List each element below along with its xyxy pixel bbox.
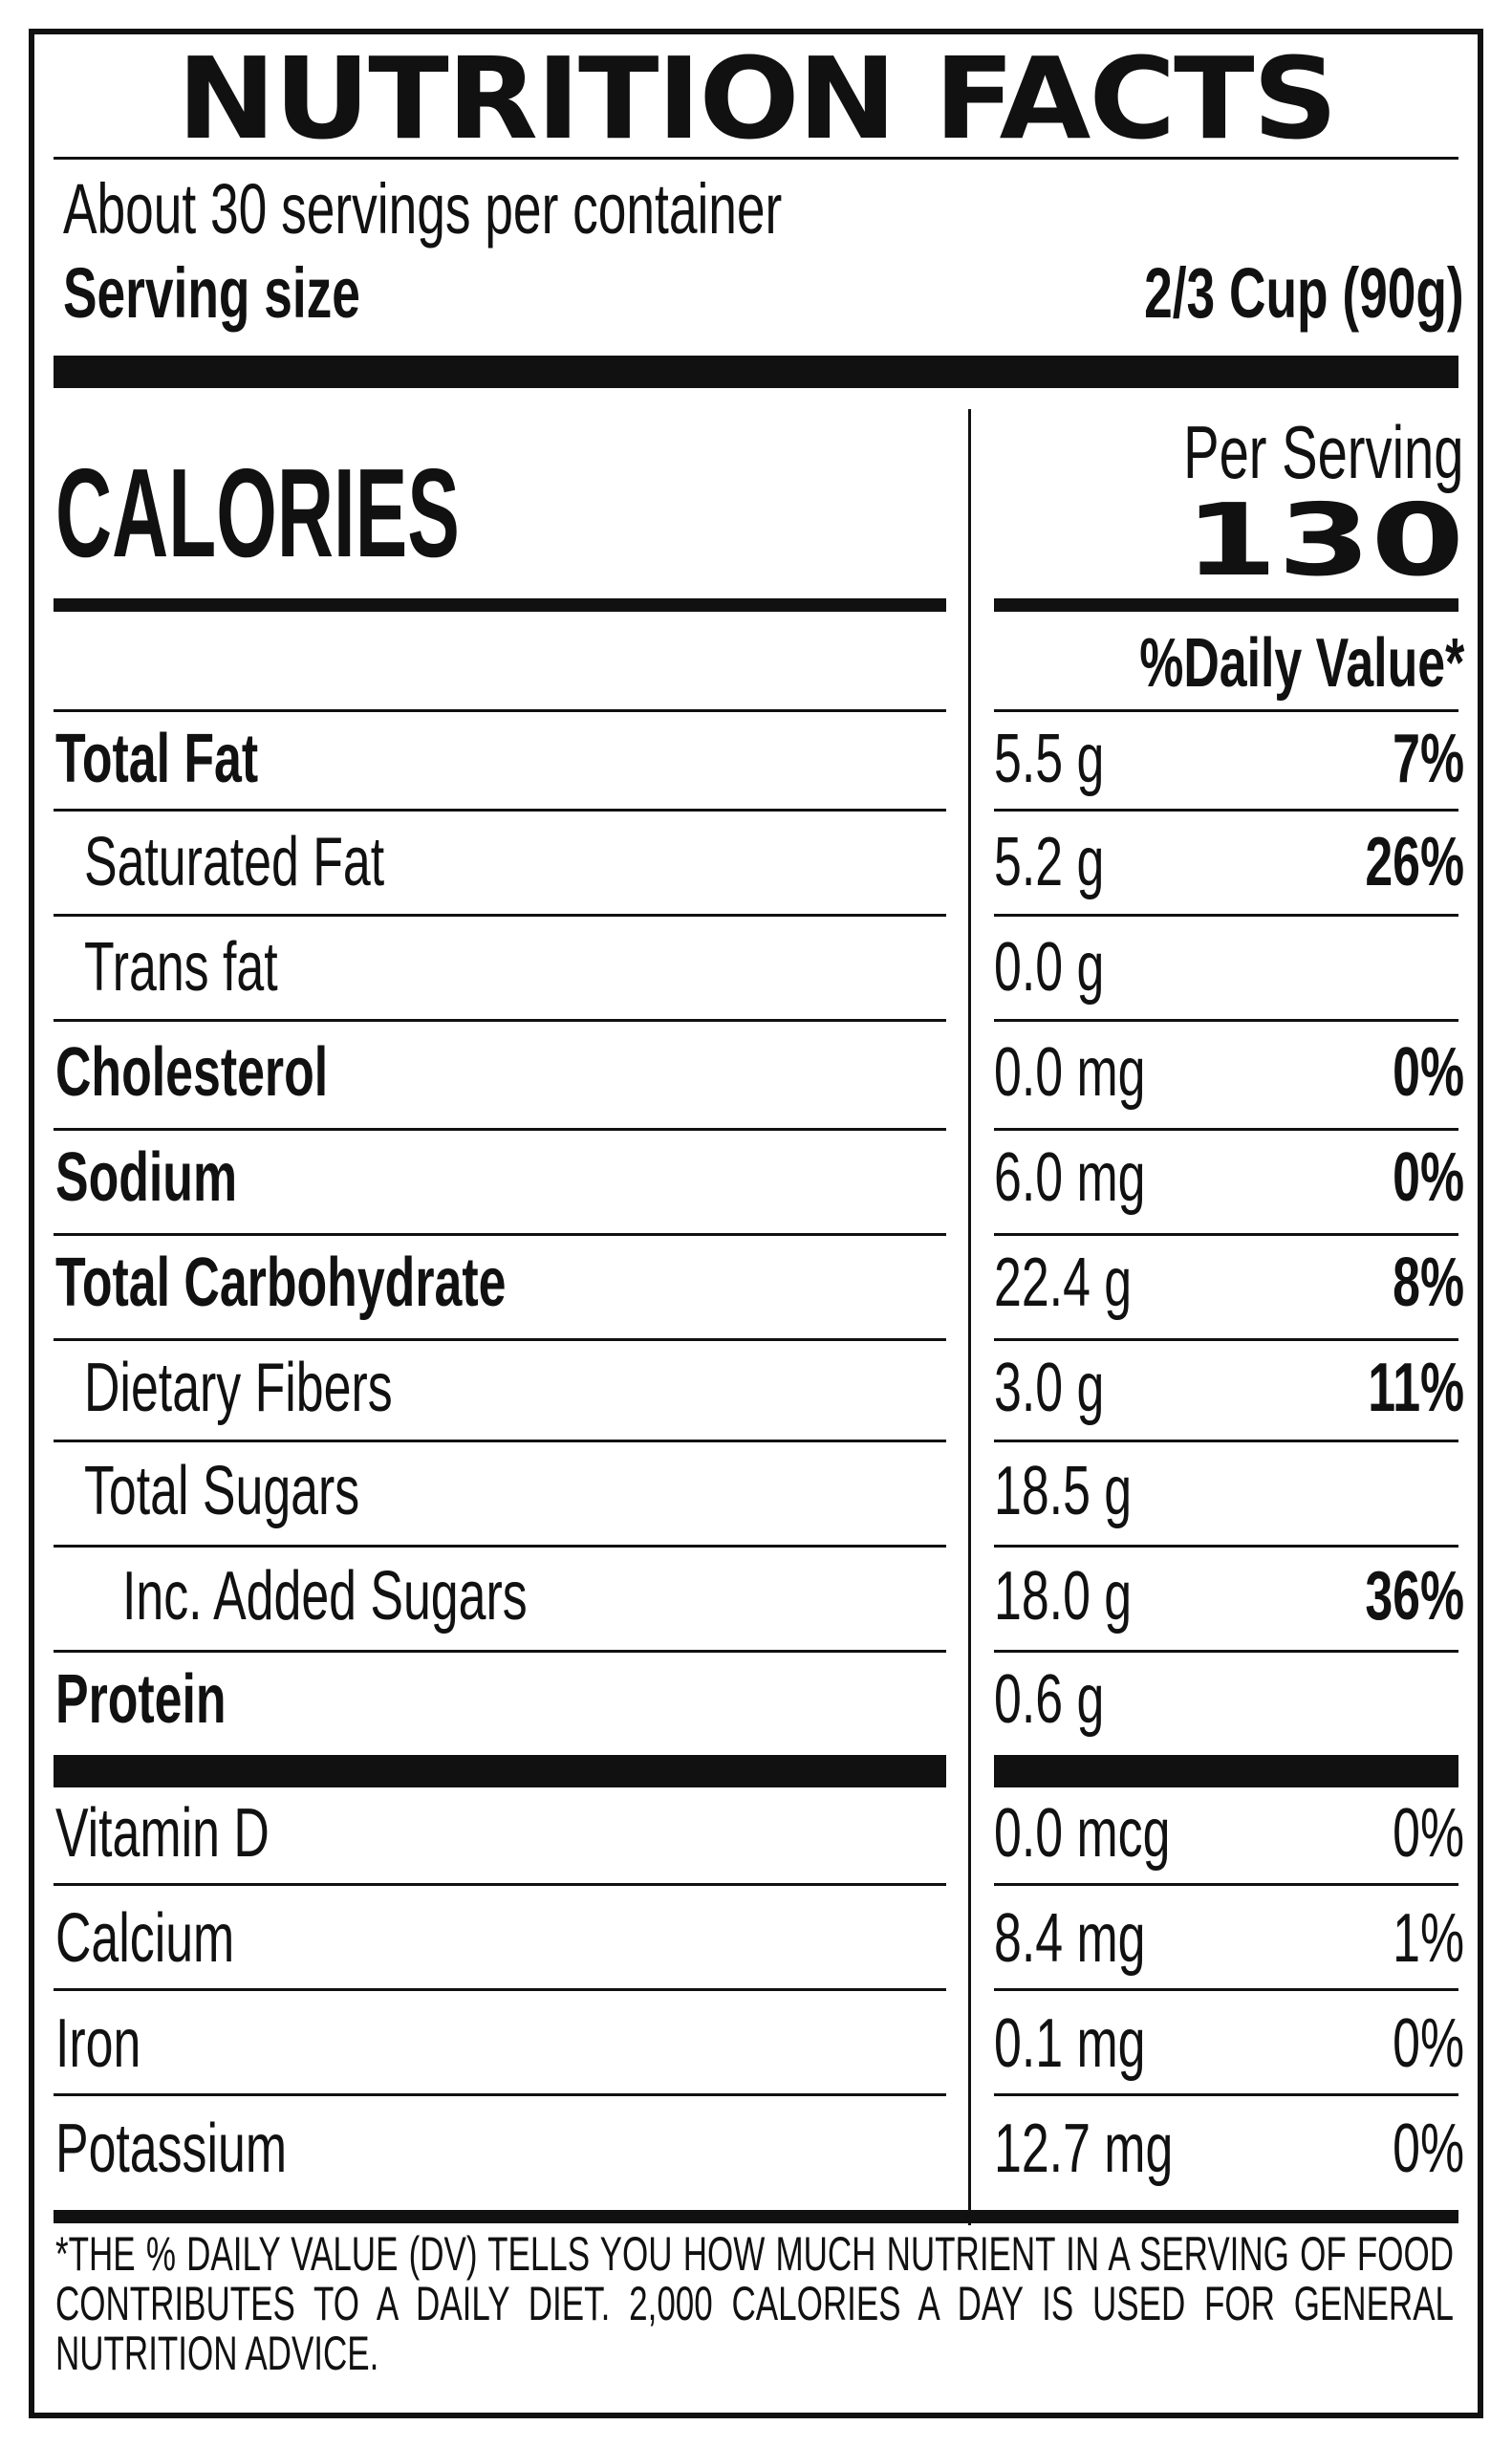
nutrition-facts-label: NUTRITION FACTS About 30 servings per co… xyxy=(29,29,1483,2418)
nutrient-dv: 36% xyxy=(1365,1558,1464,1635)
vitamin-amount: 8.4 mg xyxy=(994,1900,1146,1977)
calories-bar-right xyxy=(994,598,1458,612)
row-rule xyxy=(994,809,1458,812)
per-serving-label: Per Serving xyxy=(1183,410,1464,494)
nutrient-name: Inc. Added Sugars xyxy=(122,1558,528,1635)
row-rule xyxy=(54,1883,946,1886)
row-rule xyxy=(54,1650,946,1653)
vitamin-dv: 0% xyxy=(1393,2005,1464,2082)
vitamin-amount: 0.0 mcg xyxy=(994,1795,1171,1872)
calories-bar-left xyxy=(54,598,946,612)
row-rule xyxy=(54,809,946,812)
thick-bar xyxy=(54,356,1458,388)
row-rule xyxy=(54,1019,946,1022)
row-rule xyxy=(54,1988,946,1991)
vitamin-amount: 0.1 mg xyxy=(994,2005,1146,2082)
label-title: NUTRITION FACTS xyxy=(176,32,1338,164)
row-rule xyxy=(994,1128,1458,1131)
vitamin-name: Vitamin D xyxy=(55,1795,270,1872)
nutrient-name: Saturated Fat xyxy=(84,824,385,900)
row-rule xyxy=(994,2093,1458,2096)
nutrient-name: Total Sugars xyxy=(84,1453,360,1529)
vitamin-name: Iron xyxy=(55,2005,141,2082)
nutrient-dv: 0% xyxy=(1393,1139,1464,1216)
nutrient-amount: 0.6 g xyxy=(994,1661,1105,1738)
serving-size-label: Serving size xyxy=(63,253,360,333)
vitamin-name: Potassium xyxy=(55,2111,288,2187)
servings-per-container: About 30 servings per container xyxy=(63,169,783,249)
vitamin-dv: 1% xyxy=(1393,1900,1464,1977)
nutrient-amount: 5.5 g xyxy=(994,721,1105,797)
thick-bar xyxy=(994,1755,1458,1787)
row-rule xyxy=(994,914,1458,917)
footnote: *The % Daily Value (DV) tells you how mu… xyxy=(55,2227,1454,2380)
nutrient-dv: 0% xyxy=(1393,1034,1464,1111)
nutrient-amount: 3.0 g xyxy=(994,1350,1105,1426)
daily-value-header: %Daily Value* xyxy=(1138,625,1464,702)
thick-bar xyxy=(54,1755,946,1787)
calories-value: 130 xyxy=(1183,482,1464,598)
nutrient-dv: 11% xyxy=(1368,1350,1464,1426)
nutrient-amount: 0.0 mg xyxy=(994,1034,1146,1111)
nutrient-dv: 8% xyxy=(1393,1245,1464,1321)
row-rule xyxy=(54,1545,946,1548)
row-rule xyxy=(54,1128,946,1131)
row-rule xyxy=(54,709,946,712)
nutrient-name: Cholesterol xyxy=(55,1034,329,1111)
nutrient-amount: 22.4 g xyxy=(994,1245,1133,1321)
nutrient-name: Trans fat xyxy=(84,929,278,1006)
nutrient-amount: 18.0 g xyxy=(994,1558,1133,1635)
nutrient-dv: 26% xyxy=(1365,824,1464,900)
row-rule xyxy=(994,1650,1458,1653)
nutrient-amount: 6.0 mg xyxy=(994,1139,1146,1216)
calories-label: CALORIES xyxy=(55,443,460,583)
vitamin-dv: 0% xyxy=(1393,2111,1464,2187)
row-rule xyxy=(994,1440,1458,1442)
divider-rule xyxy=(54,157,1458,160)
row-rule xyxy=(994,1019,1458,1022)
row-rule xyxy=(994,1338,1458,1341)
row-rule xyxy=(54,914,946,917)
nutrient-amount: 0.0 g xyxy=(994,929,1105,1006)
serving-size-value: 2/3 Cup (90g) xyxy=(1144,253,1464,333)
vitamin-dv: 0% xyxy=(1393,1795,1464,1872)
row-rule xyxy=(994,1545,1458,1548)
nutrient-name: Total Carbohydrate xyxy=(55,1245,507,1321)
nutrient-dv: 7% xyxy=(1393,721,1464,797)
row-rule xyxy=(54,1338,946,1341)
vitamin-name: Calcium xyxy=(55,1900,235,1977)
row-rule xyxy=(54,2093,946,2096)
row-rule xyxy=(54,1233,946,1236)
vitamin-amount: 12.7 mg xyxy=(994,2111,1174,2187)
nutrient-name: Sodium xyxy=(55,1139,238,1216)
nutrient-amount: 5.2 g xyxy=(994,824,1105,900)
row-rule xyxy=(994,1883,1458,1886)
row-rule xyxy=(994,1988,1458,1991)
nutrient-amount: 18.5 g xyxy=(994,1453,1133,1529)
nutrient-name: Total Fat xyxy=(55,721,259,797)
column-divider xyxy=(968,409,971,2225)
row-rule xyxy=(994,709,1458,712)
nutrient-name: Dietary Fibers xyxy=(84,1350,393,1426)
row-rule xyxy=(994,1233,1458,1236)
row-rule xyxy=(54,1440,946,1442)
nutrient-name: Protein xyxy=(55,1661,227,1738)
footnote-bar xyxy=(54,2210,1458,2223)
